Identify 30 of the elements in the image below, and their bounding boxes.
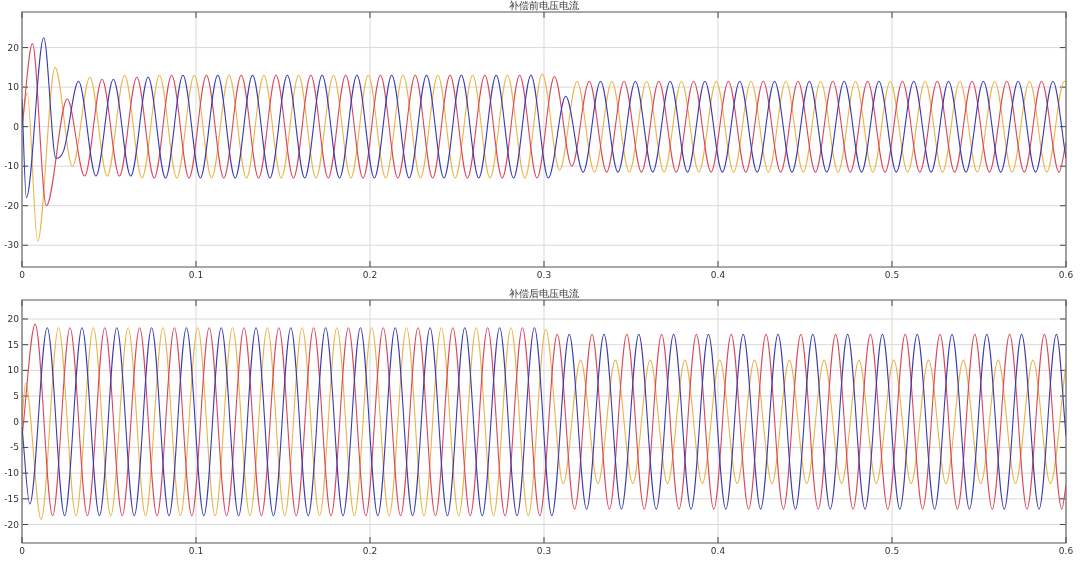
x-tick-label: 0.3 xyxy=(536,546,552,556)
x-tick-label: 0.6 xyxy=(1058,546,1074,556)
y-tick-label: -5 xyxy=(10,442,19,453)
y-tick-label: -20 xyxy=(4,519,20,530)
y-tick-label: 0 xyxy=(13,121,20,132)
x-tick-label: 0.1 xyxy=(188,270,204,280)
y-tick-label: 5 xyxy=(13,391,19,402)
y-tick-label: 10 xyxy=(7,365,20,376)
x-tick-label: 0.1 xyxy=(188,546,204,556)
y-tick-label: -15 xyxy=(4,493,19,504)
y-tick-label: -30 xyxy=(4,240,20,251)
x-tick-label: 0.4 xyxy=(710,546,726,556)
line-series xyxy=(22,66,1066,242)
y-tick-label: 20 xyxy=(7,42,20,53)
x-tick-label: 0.3 xyxy=(536,270,552,280)
y-tick-label: 20 xyxy=(7,314,20,325)
y-tick-label: -10 xyxy=(4,468,20,479)
x-tick-label: 0.2 xyxy=(362,270,378,280)
x-tick-label: 0.5 xyxy=(884,546,900,556)
y-tick-label: -10 xyxy=(4,161,20,172)
chart-title: 补偿前电压电流 xyxy=(509,0,579,11)
x-tick-label: 0.5 xyxy=(884,270,900,280)
chart-title: 补偿后电压电流 xyxy=(509,288,579,299)
y-tick-label: 15 xyxy=(7,339,19,350)
x-tick-label: 0.2 xyxy=(362,546,378,556)
y-tick-label: -20 xyxy=(4,200,20,211)
y-tick-label: 10 xyxy=(7,82,20,93)
y-tick-label: 0 xyxy=(13,416,20,427)
x-tick-label: 0.4 xyxy=(710,270,726,280)
x-tick-label: 0.6 xyxy=(1058,270,1074,280)
